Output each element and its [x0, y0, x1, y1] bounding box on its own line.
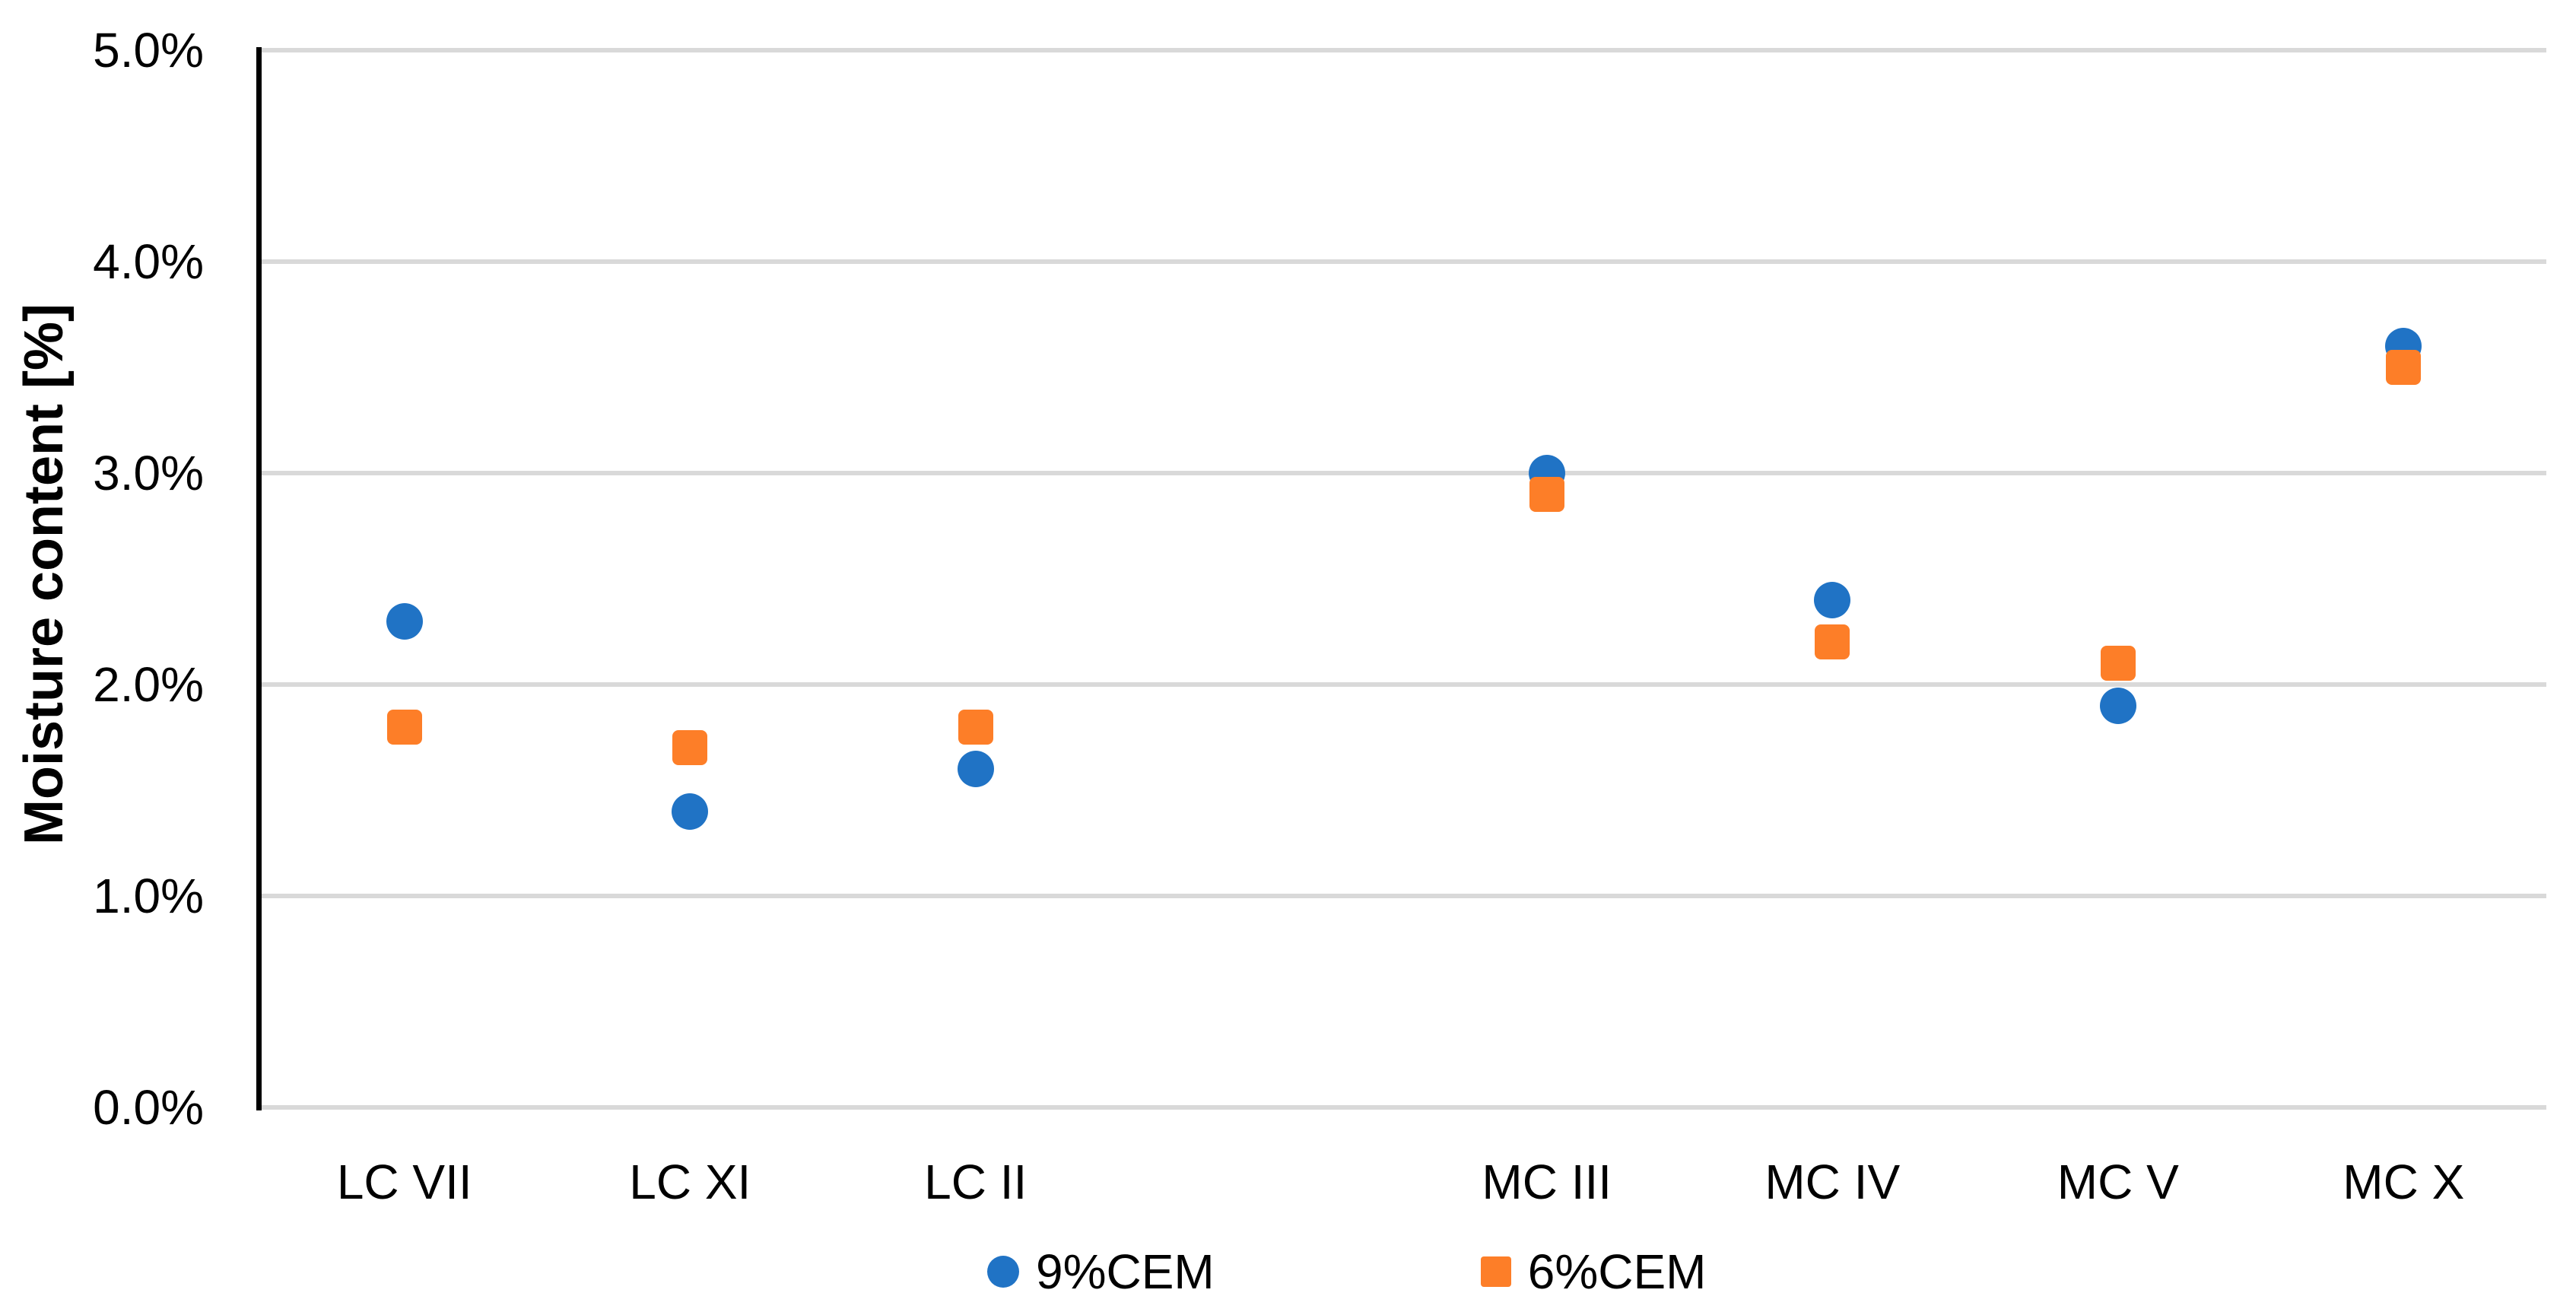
- data-point-marker: [2386, 350, 2422, 385]
- x-category-label: LC VII: [336, 1155, 472, 1209]
- y-tick-label: 2.0%: [93, 657, 204, 712]
- gridline: [262, 894, 2546, 898]
- legend: 9%CEM 6%CEM: [987, 1239, 1706, 1304]
- data-point-marker: [958, 709, 993, 745]
- data-point-marker: [1529, 476, 1564, 512]
- legend-label: 6%CEM: [1527, 1244, 1707, 1299]
- x-category-label: LC XI: [629, 1155, 751, 1209]
- gridline: [262, 1105, 2546, 1110]
- x-category-label: MC III: [1482, 1155, 1612, 1209]
- legend-label: 9%CEM: [1036, 1244, 1215, 1299]
- data-point-marker: [2099, 687, 2136, 724]
- y-tick-label: 3.0%: [93, 446, 204, 500]
- gridline: [262, 682, 2546, 687]
- y-tick-label: 4.0%: [93, 234, 204, 289]
- y-axis-title: Moisture content [%]: [14, 303, 75, 845]
- legend-item-6pct-cem: 6%CEM: [1480, 1244, 1707, 1300]
- x-category-label: MC V: [2057, 1155, 2179, 1209]
- data-point-marker: [386, 602, 423, 640]
- y-tick-label: 1.0%: [93, 869, 204, 923]
- plot-area: [256, 47, 2546, 1110]
- x-category-label: LC II: [924, 1155, 1028, 1209]
- x-category-label: MC X: [2343, 1155, 2465, 1209]
- circle-marker-icon: [987, 1256, 1019, 1288]
- gridline: [262, 471, 2546, 475]
- data-point-marker: [1815, 624, 1850, 660]
- data-point-marker: [1814, 581, 1851, 618]
- square-marker-icon: [1480, 1256, 1511, 1287]
- data-point-marker: [957, 751, 994, 788]
- data-point-marker: [386, 709, 422, 745]
- data-point-marker: [2100, 646, 2136, 681]
- y-tick-label: 0.0%: [93, 1080, 204, 1135]
- y-axis-line: [256, 47, 262, 1110]
- y-tick-label: 5.0%: [93, 23, 204, 78]
- data-point-marker: [672, 793, 709, 830]
- x-category-label: MC IV: [1764, 1155, 1901, 1209]
- legend-item-9pct-cem: 9%CEM: [987, 1244, 1215, 1300]
- gridline: [262, 48, 2546, 52]
- data-point-marker: [672, 730, 708, 766]
- gridline: [262, 259, 2546, 264]
